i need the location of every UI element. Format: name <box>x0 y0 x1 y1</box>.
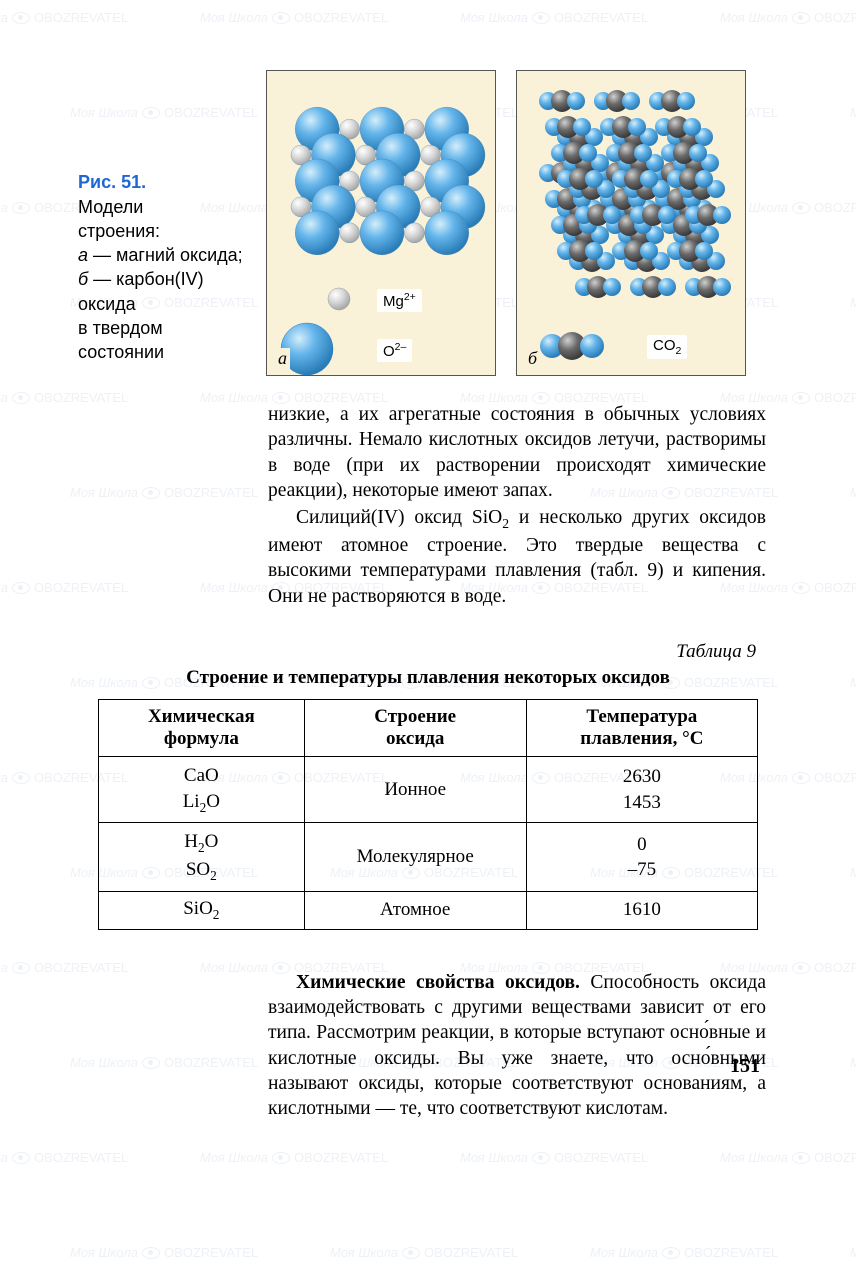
th-text: Температура <box>586 706 697 727</box>
table-header-row: Химическаяформула Строениеоксида Темпера… <box>99 700 758 757</box>
caption-body: Модели строения: а — магний оксида; б — … <box>78 195 248 365</box>
text: Силиций(IV) оксид SiO <box>296 507 502 528</box>
figure-region: Рис. 51. Модели строения: а — магний окс… <box>0 0 856 376</box>
caption-title: Рис. 51. <box>78 172 146 192</box>
cell-temp: 2630 1453 <box>526 757 757 823</box>
para-heading: Химические свойства оксидов. <box>296 972 580 993</box>
mol-sub: 2 <box>676 345 682 357</box>
caption-line: строения: <box>78 221 160 241</box>
th-text: формула <box>164 728 239 749</box>
figures-row: Mg2+ O2– а <box>266 70 746 376</box>
table-label: Таблица 9 <box>0 611 856 667</box>
th-text: оксида <box>386 728 444 749</box>
cell-temp: 0 –75 <box>526 823 757 891</box>
cell-temp: 1610 <box>526 891 757 929</box>
cell-formula: CaO Li2O <box>99 757 305 823</box>
cell-structure: Атомное <box>304 891 526 929</box>
figure-b-svg <box>517 71 745 375</box>
th-text: Строение <box>374 706 456 727</box>
sub: 2 <box>213 907 220 922</box>
body-text-1: низкие, а их агрегатные состояния в обыч… <box>0 376 856 609</box>
temp: –75 <box>628 859 657 880</box>
text: низкие, а их агрегатные состояния в обыч… <box>268 404 766 501</box>
caption-sublabel: б <box>78 269 88 289</box>
cell-formula: H2O SO2 <box>99 823 305 891</box>
formula: SO <box>186 859 210 880</box>
mol-text: CO <box>653 337 676 354</box>
formula: CaO <box>184 765 219 786</box>
page-number: 151 <box>730 1055 760 1078</box>
table-row: SiO2 Атомное 1610 <box>99 891 758 929</box>
formula: H <box>184 831 198 852</box>
table-title: Строение и температуры плавления некотор… <box>0 667 856 699</box>
caption-line: Модели <box>78 197 143 217</box>
ion-label-mg: Mg2+ <box>377 289 422 312</box>
caption-sublabel: а <box>78 245 88 265</box>
figure-sublabel-b: б <box>525 348 540 369</box>
th-text: Химическая <box>148 706 255 727</box>
formula: SiO <box>183 898 213 919</box>
page-content: Рис. 51. Модели строения: а — магний окс… <box>0 0 856 1122</box>
formula: O <box>205 831 219 852</box>
temp: 1453 <box>623 792 661 813</box>
oxide-table: Химическаяформула Строениеоксида Темпера… <box>98 699 758 930</box>
figure-b: CO2 б <box>516 70 746 376</box>
sub: 2 <box>198 840 205 855</box>
th-text: плавления, °С <box>580 728 703 749</box>
caption-line: — карбон(IV) оксида <box>78 269 204 313</box>
cell-structure: Ионное <box>304 757 526 823</box>
temp: 0 <box>637 834 647 855</box>
col-temp: Температураплавления, °С <box>526 700 757 757</box>
figure-a-svg <box>267 71 495 375</box>
table-row: CaO Li2O Ионное 2630 1453 <box>99 757 758 823</box>
paragraph: низкие, а их агрегатные состояния в обыч… <box>268 402 766 503</box>
formula: Li <box>183 791 200 812</box>
text: Способность оксида взаимодействовать с д… <box>268 972 766 1120</box>
cell-structure: Молекулярное <box>304 823 526 891</box>
col-structure: Строениеоксида <box>304 700 526 757</box>
cell-formula: SiO2 <box>99 891 305 929</box>
figure-a: Mg2+ O2– а <box>266 70 496 376</box>
caption-line: — магний оксида; <box>88 245 243 265</box>
paragraph: Силиций(IV) оксид SiO2 и несколько други… <box>268 505 766 609</box>
col-formula: Химическаяформула <box>99 700 305 757</box>
figure-caption: Рис. 51. Модели строения: а — магний окс… <box>78 70 248 365</box>
ion-text: O <box>383 343 395 360</box>
ion-sup: 2+ <box>404 291 416 303</box>
ion-label-o: O2– <box>377 339 412 362</box>
table-row: H2O SO2 Молекулярное 0 –75 <box>99 823 758 891</box>
ion-sup: 2– <box>395 341 407 353</box>
sub: 2 <box>210 868 217 883</box>
figure-sublabel-a: а <box>275 348 290 369</box>
ion-text: Mg <box>383 293 404 310</box>
body-text-2: Химические свойства оксидов. Способность… <box>0 930 856 1122</box>
mol-label-co2: CO2 <box>647 335 687 359</box>
formula: O <box>206 791 220 812</box>
temp: 2630 <box>623 766 661 787</box>
caption-line: в твердом состоянии <box>78 318 164 362</box>
paragraph: Химические свойства оксидов. Способность… <box>268 970 766 1122</box>
